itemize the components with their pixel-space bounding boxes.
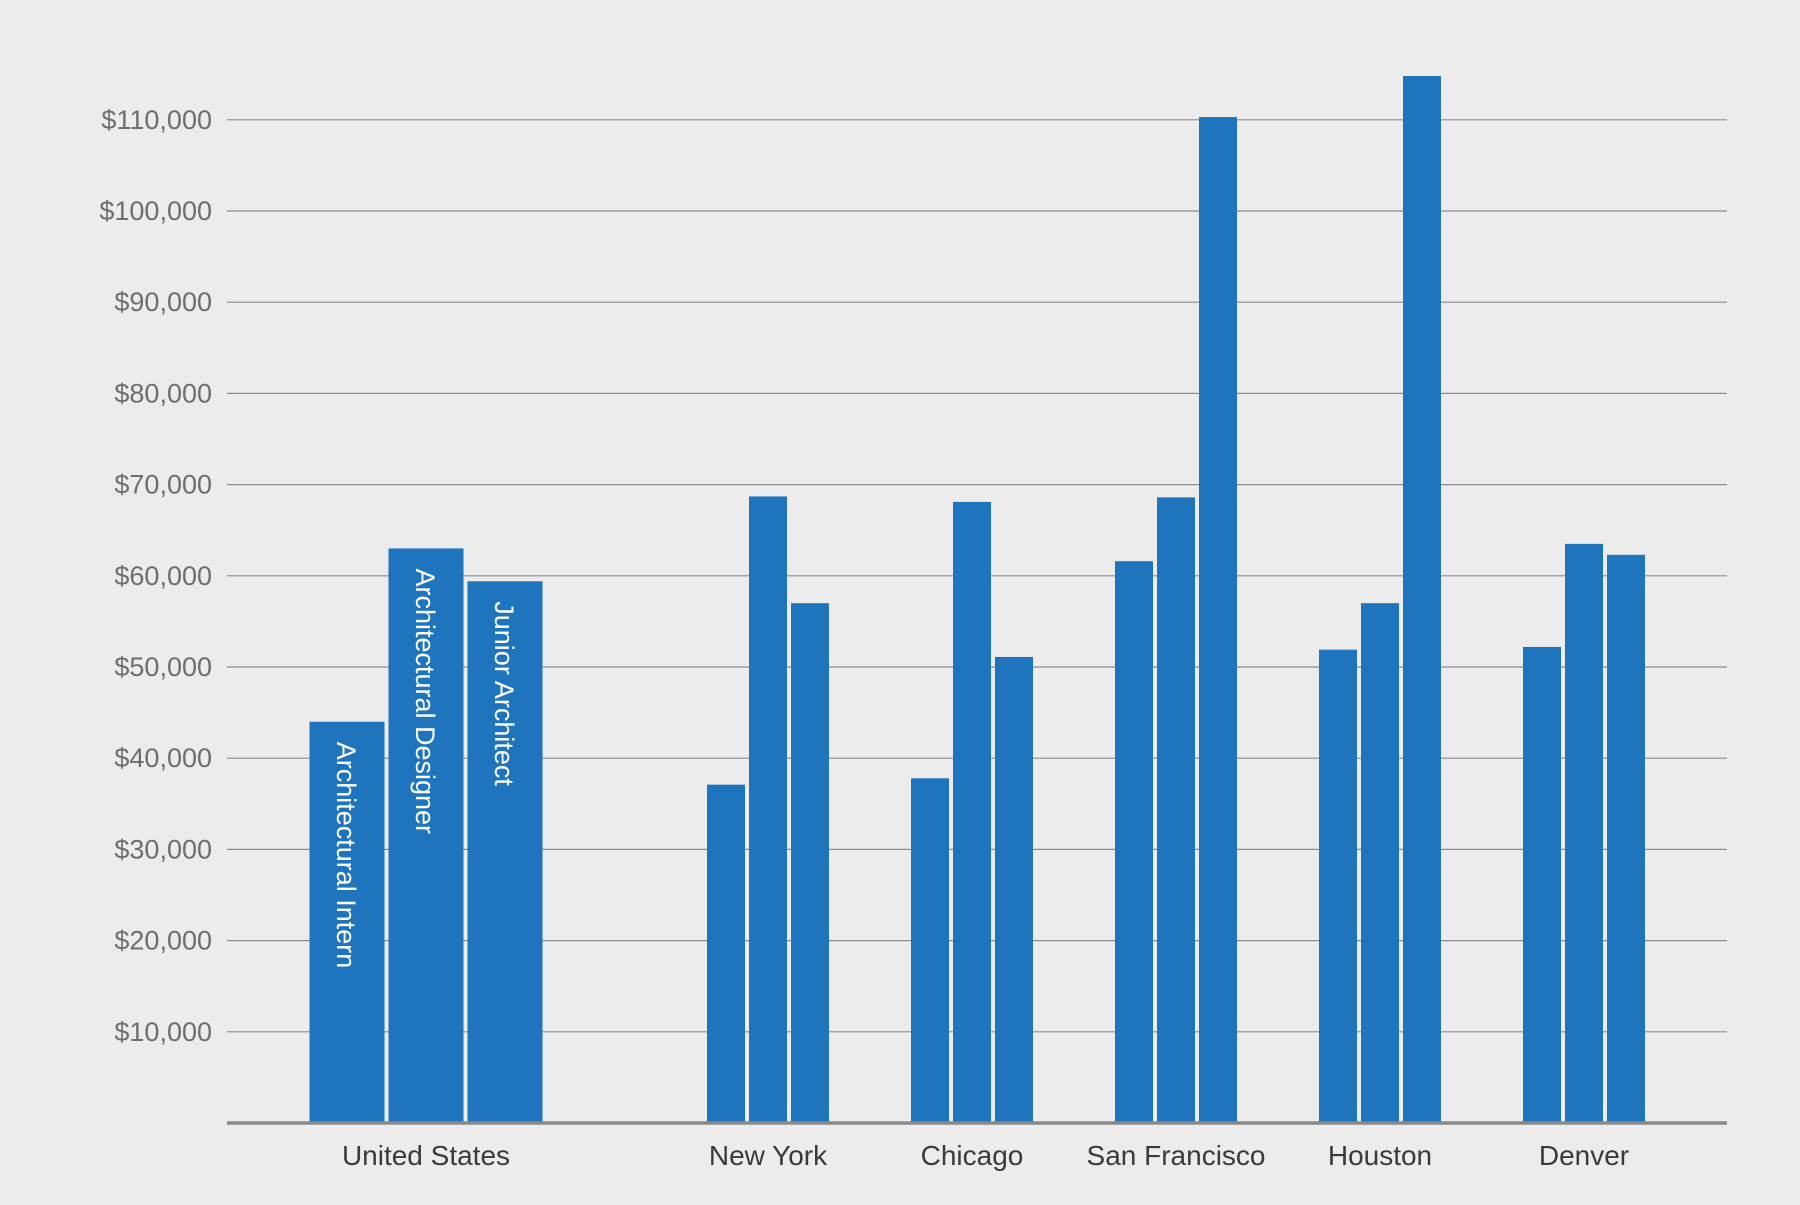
x-category-label: Houston	[1328, 1140, 1432, 1171]
y-tick-label: $30,000	[114, 834, 212, 864]
bar	[1607, 554, 1645, 1123]
bar	[309, 721, 385, 1123]
y-axis-tick-labels: $10,000 $20,000 $30,000 $40,000 $50,000 $60,0…	[99, 105, 212, 1047]
x-category-label: New York	[709, 1140, 828, 1171]
y-tick-label: $10,000	[114, 1017, 212, 1047]
x-axis-category-labels: United States New York Chicago San Francisc…	[342, 1140, 1629, 1171]
bar	[1115, 561, 1153, 1123]
bar	[1523, 646, 1561, 1123]
x-category-label: San Francisco	[1087, 1140, 1266, 1171]
bar	[995, 656, 1033, 1123]
bar	[707, 784, 745, 1123]
bar	[1361, 603, 1399, 1123]
y-tick-label: $50,000	[114, 652, 212, 682]
y-tick-label: $60,000	[114, 561, 212, 591]
y-tick-label: $20,000	[114, 926, 212, 956]
series-label: Architectural Designer	[410, 568, 440, 834]
bar	[467, 581, 543, 1123]
bars	[309, 76, 1645, 1124]
y-tick-label: $100,000	[99, 196, 212, 226]
y-tick-label: $80,000	[114, 378, 212, 408]
series-label: Junior Architect	[489, 601, 519, 786]
bar	[1319, 649, 1357, 1123]
bar	[911, 778, 949, 1123]
bar	[1157, 497, 1195, 1123]
bar	[388, 548, 464, 1123]
bar	[1565, 543, 1603, 1123]
y-tick-label: $110,000	[101, 105, 212, 135]
bar	[1199, 117, 1237, 1123]
y-tick-label: $90,000	[114, 287, 212, 317]
series-label: Architectural Intern	[331, 742, 361, 969]
bar	[791, 603, 829, 1123]
series-labels: Architectural Intern Architectural Design…	[331, 568, 519, 968]
x-category-label: Chicago	[921, 1140, 1024, 1171]
x-category-label: Denver	[1539, 1140, 1629, 1171]
bar	[1403, 76, 1441, 1123]
x-category-label: United States	[342, 1140, 510, 1171]
y-tick-label: $70,000	[114, 470, 212, 500]
bar	[749, 496, 787, 1123]
y-tick-label: $40,000	[114, 743, 212, 773]
bar	[953, 501, 991, 1124]
